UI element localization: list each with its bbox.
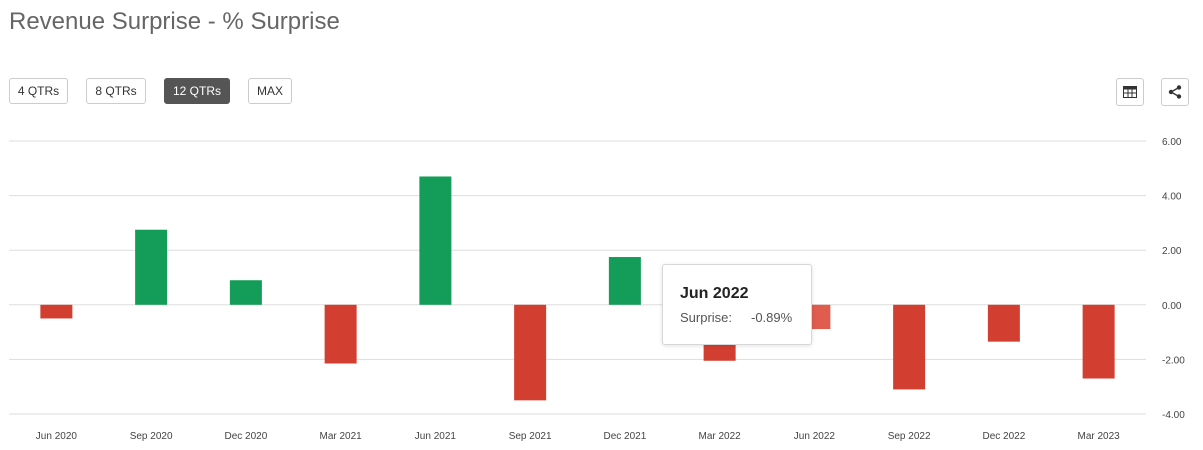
y-tick-label: -2.00 <box>1162 355 1185 366</box>
range-button-4-qtrs[interactable]: 4 QTRs <box>9 78 68 104</box>
tooltip-title: Jun 2022 <box>680 285 749 302</box>
share-icon <box>1168 85 1182 99</box>
y-tick-label: 6.00 <box>1162 137 1182 148</box>
bar <box>608 257 641 305</box>
x-tick-label: Dec 2020 <box>224 431 267 442</box>
bar <box>40 304 73 319</box>
bar <box>514 304 547 401</box>
hover-tooltip: Jun 2022 Surprise: -0.89% <box>662 264 812 345</box>
bar <box>419 176 452 305</box>
range-button-max[interactable]: MAX <box>248 78 292 104</box>
x-tick-label: Sep 2021 <box>509 431 552 442</box>
bar <box>1082 304 1115 379</box>
x-tick-label: Dec 2021 <box>603 431 646 442</box>
x-tick-label: Sep 2020 <box>130 431 173 442</box>
y-tick-label: 0.00 <box>1162 301 1182 312</box>
chart-title: Revenue Surprise - % Surprise <box>9 8 340 35</box>
x-tick-label: Dec 2022 <box>982 431 1025 442</box>
bar <box>987 304 1020 342</box>
table-icon <box>1123 86 1137 98</box>
bar <box>324 304 357 364</box>
x-tick-label: Sep 2022 <box>888 431 931 442</box>
bar <box>893 304 926 390</box>
tooltip-value: -0.89% <box>751 310 793 325</box>
x-tick-label: Jun 2021 <box>415 431 457 442</box>
y-tick-label: 4.00 <box>1162 192 1182 203</box>
x-tick-label: Mar 2023 <box>1078 431 1121 442</box>
range-button-8-qtrs[interactable]: 8 QTRs <box>86 78 146 104</box>
tooltip-label: Surprise: <box>680 310 733 325</box>
x-tick-label: Mar 2021 <box>320 431 363 442</box>
bar <box>135 229 168 305</box>
table-view-button[interactable] <box>1116 78 1144 106</box>
bar <box>229 280 262 305</box>
range-button-12-qtrs[interactable]: 12 QTRs <box>164 78 230 104</box>
x-tick-label: Jun 2020 <box>36 431 78 442</box>
x-tick-label: Jun 2022 <box>794 431 836 442</box>
y-tick-label: -4.00 <box>1162 410 1185 421</box>
x-tick-label: Mar 2022 <box>699 431 742 442</box>
share-button[interactable] <box>1161 78 1189 106</box>
y-tick-label: 2.00 <box>1162 246 1182 257</box>
